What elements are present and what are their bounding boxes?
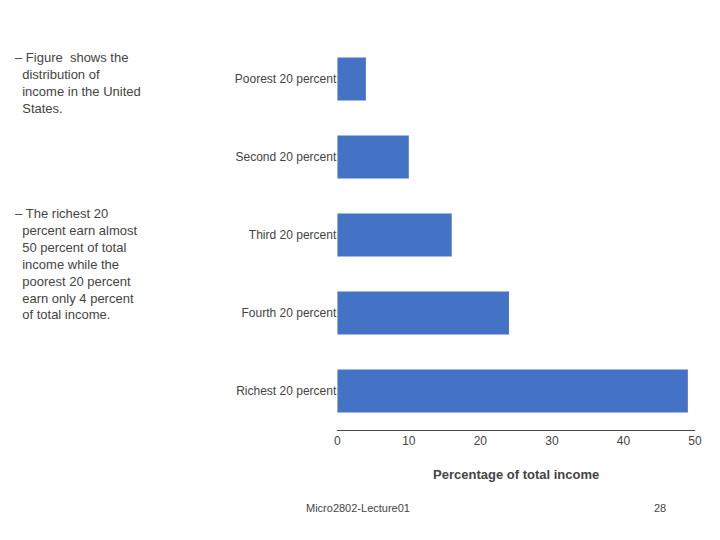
- svg-text:Percentage of total income: Percentage of total income: [433, 467, 599, 482]
- svg-text:Second 20 percent: Second 20 percent: [236, 150, 337, 164]
- svg-text:Third 20 percent: Third 20 percent: [249, 228, 337, 242]
- svg-text:– Figure shows the distribut: – Figure shows the distribution of incom…: [15, 50, 141, 116]
- svg-text:40: 40: [617, 434, 631, 448]
- svg-text:0: 0: [334, 434, 341, 448]
- svg-text:30: 30: [545, 434, 559, 448]
- svg-text:– The richest 20 percent earn: – The richest 20 percent earn almost 50 …: [15, 206, 138, 322]
- svg-text:Fourth 20 percent: Fourth 20 percent: [242, 306, 337, 320]
- svg-text:Poorest 20 percent: Poorest 20 percent: [235, 72, 337, 86]
- svg-text:Richest 20 percent: Richest 20 percent: [236, 384, 337, 398]
- svg-text:50: 50: [688, 434, 702, 448]
- svg-text:28: 28: [654, 502, 666, 514]
- svg-text:20: 20: [474, 434, 488, 448]
- svg-text:10: 10: [402, 434, 416, 448]
- svg-text:Micro2802-Lecture01: Micro2802-Lecture01: [306, 502, 410, 514]
